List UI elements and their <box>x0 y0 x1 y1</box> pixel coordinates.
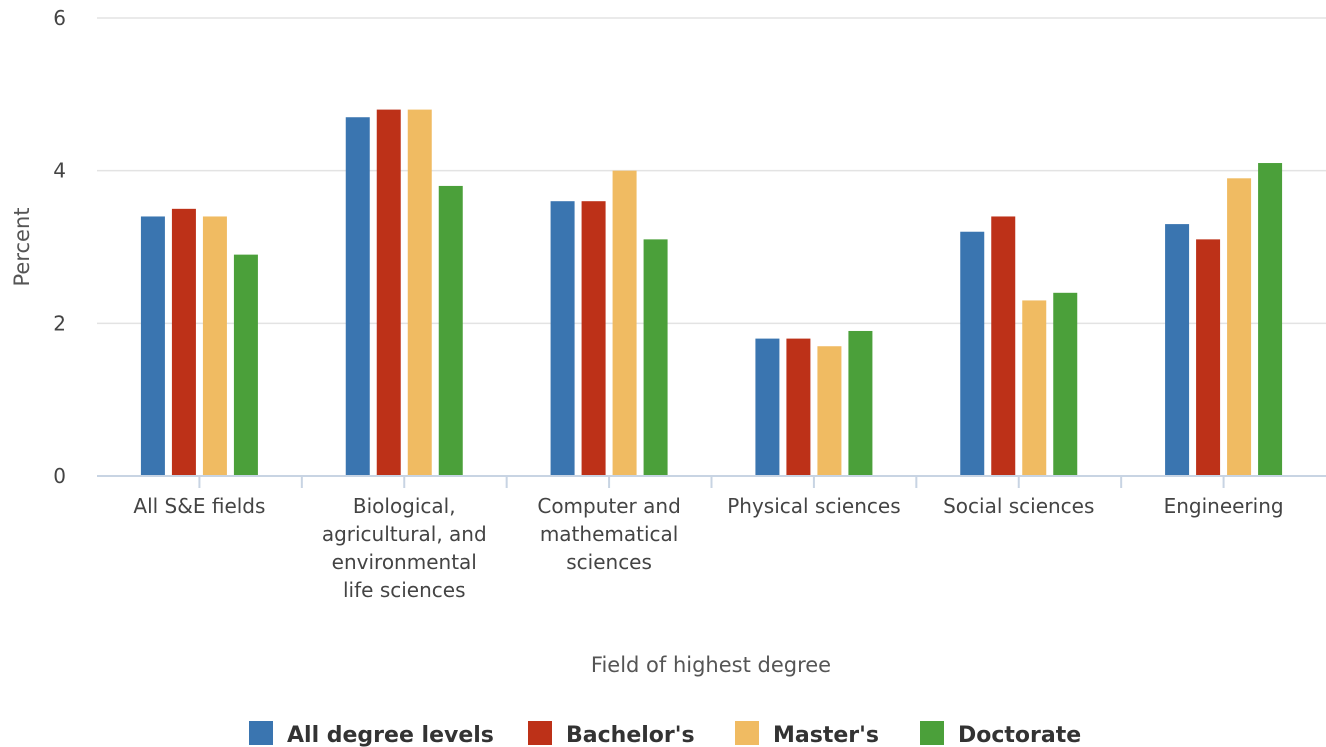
grid-layer <box>97 17 1326 325</box>
bar[interactable] <box>1258 163 1283 477</box>
x-category-label: Computer and mathematical sciences <box>537 494 680 574</box>
legend: All degree levels Bachelor's Master's Docto… <box>249 721 1081 747</box>
bar[interactable] <box>643 239 668 476</box>
bar[interactable] <box>848 330 873 476</box>
x-category-label: Social sciences <box>943 494 1094 518</box>
bar[interactable] <box>1022 300 1047 476</box>
bar[interactable] <box>140 216 165 476</box>
legend-swatch <box>249 721 273 745</box>
bar[interactable] <box>376 109 401 476</box>
bar-layer <box>140 109 1283 477</box>
bar[interactable] <box>171 208 196 477</box>
legend-label: Bachelor's <box>566 723 695 747</box>
legend-label: Master's <box>773 723 879 747</box>
bar[interactable] <box>233 254 258 476</box>
y-tick-label: 6 <box>53 6 66 30</box>
y-tick-label: 2 <box>53 311 66 335</box>
legend-item[interactable]: All degree levels <box>249 721 494 747</box>
legend-item[interactable]: Doctorate <box>920 721 1081 747</box>
legend-label: All degree levels <box>287 723 494 747</box>
legend-swatch <box>528 721 552 745</box>
x-category-label: Biological, agricultural, and environmenta… <box>322 494 487 602</box>
bar[interactable] <box>345 117 370 476</box>
bar[interactable] <box>612 170 637 476</box>
bar[interactable] <box>550 201 575 476</box>
bar[interactable] <box>202 216 227 476</box>
bar[interactable] <box>1196 239 1221 476</box>
legend-item[interactable]: Master's <box>735 721 879 747</box>
legend-label: Doctorate <box>958 723 1081 747</box>
y-tick-label: 4 <box>53 159 66 183</box>
legend-swatch <box>920 721 944 745</box>
bar[interactable] <box>1165 224 1190 476</box>
bar[interactable] <box>817 346 842 476</box>
bar[interactable] <box>755 338 780 476</box>
bar[interactable] <box>960 231 985 476</box>
x-axis-title: Field of highest degree <box>591 653 831 677</box>
bar[interactable] <box>581 201 606 476</box>
bar[interactable] <box>786 338 811 476</box>
bar[interactable] <box>1227 178 1252 477</box>
y-tick-label: 0 <box>53 464 66 488</box>
bar[interactable] <box>1053 292 1078 476</box>
bar[interactable] <box>991 216 1016 476</box>
y-axis-title: Percent <box>10 207 34 286</box>
x-category-label: Engineering <box>1164 494 1284 518</box>
legend-item[interactable]: Bachelor's <box>528 721 695 747</box>
bar[interactable] <box>438 185 463 476</box>
x-category-label: Physical sciences <box>727 494 900 518</box>
bar[interactable] <box>407 109 432 476</box>
axis-layer: 0 2 4 6 All S&E fields Biological, agricultura… <box>53 6 1326 602</box>
x-category-label: All S&E fields <box>133 494 265 518</box>
legend-swatch <box>735 721 759 745</box>
